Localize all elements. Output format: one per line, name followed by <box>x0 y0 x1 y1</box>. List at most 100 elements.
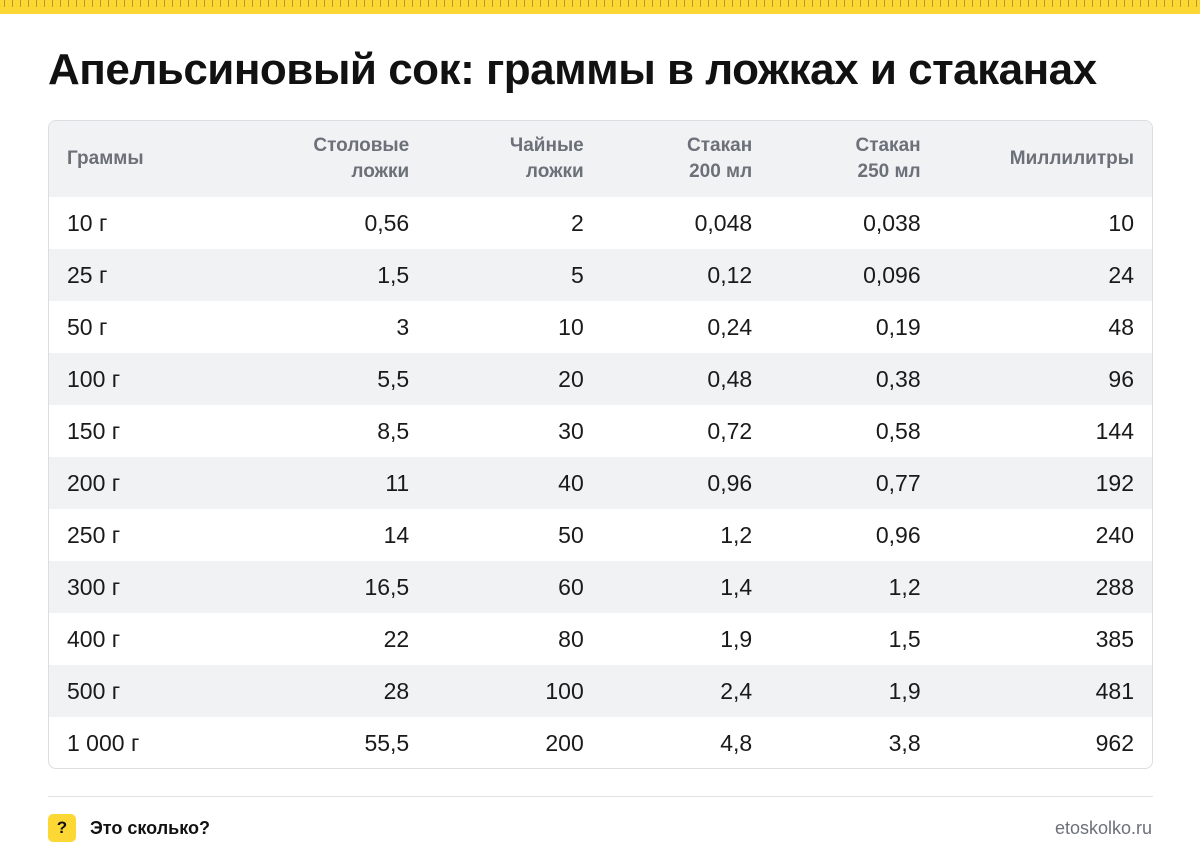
cell-grams: 1 000 г <box>67 729 140 756</box>
header-grams: Граммы <box>49 121 201 197</box>
header-glass-200-line: Стакан <box>687 135 753 156</box>
cell-tablespoons: 5,5 <box>377 365 410 392</box>
cell-teaspoons: 30 <box>558 417 584 444</box>
cell-teaspoons: 10 <box>558 313 584 340</box>
cell-tablespoons: 11 <box>385 469 410 496</box>
footer-brand: ? Это сколько? <box>48 814 210 842</box>
cell-glass-250: 0,096 <box>863 261 921 288</box>
cell-tablespoons: 3 <box>396 313 410 340</box>
cell-glass-200: 1,9 <box>720 625 753 652</box>
table-row: 250 г 14 50 1,2 0,96 240 <box>49 509 1152 561</box>
cell-grams: 200 г <box>67 469 121 496</box>
header-glass-250-line: Стакан <box>855 135 921 156</box>
table-header: Граммы Столовые ложки Чайные ложки Стакан 200 … <box>49 121 1152 197</box>
header-teaspoons-line: ложки <box>525 161 584 182</box>
cell-tablespoons: 8,5 <box>377 417 410 444</box>
cell-glass-200: 0,48 <box>707 365 753 392</box>
cell-milliliters: 144 <box>1095 417 1134 444</box>
table-row: 10 г 0,56 2 0,048 0,038 10 <box>49 197 1152 249</box>
cell-milliliters: 24 <box>1108 261 1134 288</box>
cell-glass-250: 0,038 <box>863 209 921 236</box>
cell-grams: 500 г <box>67 677 121 704</box>
cell-glass-200: 2,4 <box>720 677 753 704</box>
header-glass-250: Стакан 250 мл <box>752 121 920 197</box>
cell-tablespoons: 22 <box>383 625 410 652</box>
table-body: 10 г 0,56 2 0,048 0,038 10 25 г 1,5 5 0,12 0,096 24… <box>49 197 1152 768</box>
cell-glass-250: 0,77 <box>875 469 921 496</box>
cell-glass-200: 0,048 <box>694 209 753 236</box>
cell-teaspoons: 50 <box>558 521 584 548</box>
table-row: 25 г 1,5 5 0,12 0,096 24 <box>49 249 1152 301</box>
table-header-row: Граммы Столовые ложки Чайные ложки Стакан 200 … <box>49 121 1152 197</box>
cell-tablespoons: 1,5 <box>377 261 410 288</box>
cell-milliliters: 385 <box>1095 625 1134 652</box>
cell-glass-200: 1,2 <box>720 521 753 548</box>
cell-glass-200: 0,96 <box>707 469 753 496</box>
table-row: 50 г 3 10 0,24 0,19 48 <box>49 301 1152 353</box>
cell-milliliters: 240 <box>1095 521 1134 548</box>
cell-grams: 250 г <box>67 521 121 548</box>
footer-divider <box>48 796 1153 797</box>
cell-tablespoons: 0,56 <box>364 209 410 236</box>
cell-glass-250: 0,38 <box>875 365 921 392</box>
table-row: 300 г 16,5 60 1,4 1,2 288 <box>49 561 1152 613</box>
header-tablespoons: Столовые ложки <box>201 121 409 197</box>
cell-teaspoons: 40 <box>558 469 584 496</box>
site-url[interactable]: etoskolko.ru <box>1054 818 1152 838</box>
header-glass-200-line: 200 мл <box>689 161 753 182</box>
cell-teaspoons: 200 <box>545 729 584 756</box>
cell-grams: 300 г <box>67 573 121 600</box>
cell-teaspoons: 20 <box>558 365 584 392</box>
header-milliliters: Миллилитры <box>921 121 1152 197</box>
cell-milliliters: 962 <box>1095 729 1134 756</box>
table-row: 200 г 11 40 0,96 0,77 192 <box>49 457 1152 509</box>
cell-tablespoons: 14 <box>383 521 410 548</box>
cell-teaspoons: 2 <box>570 209 584 236</box>
header-milliliters-line: Миллилитры <box>1009 148 1134 169</box>
cell-teaspoons: 80 <box>558 625 584 652</box>
cell-glass-200: 4,8 <box>720 729 753 756</box>
cell-tablespoons: 28 <box>383 677 410 704</box>
cell-glass-250: 0,58 <box>875 417 921 444</box>
question-mark-icon: ? <box>48 814 76 842</box>
cell-glass-250: 1,9 <box>888 677 921 704</box>
cell-grams: 150 г <box>67 417 121 444</box>
header-grams-line: Граммы <box>67 148 144 169</box>
cell-grams: 100 г <box>67 365 121 392</box>
cell-tablespoons: 55,5 <box>364 729 410 756</box>
cell-milliliters: 10 <box>1108 209 1134 236</box>
cell-teaspoons: 100 <box>545 677 584 704</box>
cell-glass-250: 0,19 <box>875 313 921 340</box>
cell-glass-250: 3,8 <box>888 729 921 756</box>
table-row: 500 г 28 100 2,4 1,9 481 <box>49 665 1152 717</box>
header-glass-250-line: 250 мл <box>857 161 921 182</box>
cell-teaspoons: 5 <box>570 261 584 288</box>
cell-glass-200: 0,24 <box>707 313 753 340</box>
header-tablespoons-line: ложки <box>351 161 410 182</box>
cell-milliliters: 192 <box>1095 469 1134 496</box>
cell-milliliters: 48 <box>1108 313 1134 340</box>
cell-tablespoons: 16,5 <box>364 573 410 600</box>
table-row: 150 г 8,5 30 0,72 0,58 144 <box>49 405 1152 457</box>
cell-milliliters: 96 <box>1108 365 1134 392</box>
table-row: 100 г 5,5 20 0,48 0,38 96 <box>49 353 1152 405</box>
header-tablespoons-line: Столовые <box>313 135 410 156</box>
cell-teaspoons: 60 <box>558 573 584 600</box>
cell-glass-200: 0,72 <box>707 417 753 444</box>
ruler-decoration <box>0 0 1200 14</box>
header-teaspoons-line: Чайные <box>509 135 584 156</box>
header-glass-200: Стакан 200 мл <box>584 121 752 197</box>
page-title: Апельсиновый сок: граммы в ложках и стак… <box>48 45 1097 94</box>
conversion-table-card: Граммы Столовые ложки Чайные ложки Стакан 200 … <box>48 120 1153 769</box>
cell-grams: 400 г <box>67 625 121 652</box>
cell-grams: 25 г <box>67 261 108 288</box>
cell-glass-250: 1,5 <box>888 625 921 652</box>
cell-grams: 50 г <box>67 313 108 340</box>
cell-glass-250: 1,2 <box>888 573 921 600</box>
cell-glass-200: 0,12 <box>707 261 753 288</box>
table-row: 1 000 г 55,5 200 4,8 3,8 962 <box>49 717 1152 768</box>
conversion-table: Граммы Столовые ложки Чайные ложки Стакан 200 … <box>49 121 1152 768</box>
header-teaspoons: Чайные ложки <box>409 121 584 197</box>
cell-grams: 10 г <box>67 209 108 236</box>
cell-glass-250: 0,96 <box>875 521 921 548</box>
